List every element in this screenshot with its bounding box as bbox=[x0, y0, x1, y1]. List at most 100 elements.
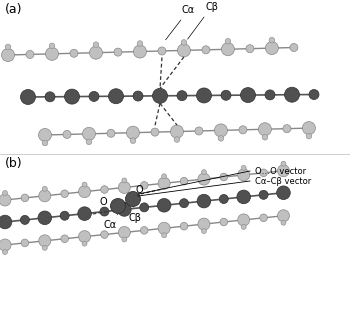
Circle shape bbox=[86, 139, 92, 145]
Text: Cα–Cβ vector: Cα–Cβ vector bbox=[255, 176, 311, 185]
Circle shape bbox=[259, 190, 268, 199]
Circle shape bbox=[46, 47, 58, 60]
Text: O…O vector: O…O vector bbox=[255, 166, 306, 175]
Circle shape bbox=[220, 218, 228, 226]
Circle shape bbox=[2, 250, 7, 255]
Circle shape bbox=[220, 173, 228, 181]
Circle shape bbox=[262, 135, 268, 140]
Circle shape bbox=[157, 198, 171, 212]
Circle shape bbox=[153, 88, 168, 103]
Circle shape bbox=[100, 207, 109, 216]
Text: (b): (b) bbox=[5, 157, 23, 170]
Circle shape bbox=[285, 87, 300, 102]
Circle shape bbox=[151, 128, 159, 136]
Circle shape bbox=[126, 126, 139, 139]
Circle shape bbox=[60, 211, 69, 220]
Circle shape bbox=[137, 41, 143, 46]
Circle shape bbox=[269, 37, 275, 43]
Circle shape bbox=[309, 90, 319, 100]
Text: Cα: Cα bbox=[104, 214, 118, 230]
Circle shape bbox=[93, 42, 99, 47]
Circle shape bbox=[38, 211, 51, 225]
Circle shape bbox=[258, 123, 271, 136]
Circle shape bbox=[197, 194, 211, 208]
Circle shape bbox=[238, 169, 250, 181]
Circle shape bbox=[21, 194, 29, 202]
Circle shape bbox=[21, 90, 35, 104]
Circle shape bbox=[283, 125, 291, 133]
Circle shape bbox=[180, 177, 188, 185]
Circle shape bbox=[281, 161, 286, 166]
Circle shape bbox=[90, 46, 103, 59]
Circle shape bbox=[170, 125, 183, 138]
Circle shape bbox=[241, 166, 246, 171]
Circle shape bbox=[111, 198, 126, 214]
Circle shape bbox=[42, 245, 47, 250]
Circle shape bbox=[26, 51, 34, 58]
Circle shape bbox=[198, 218, 210, 230]
Circle shape bbox=[158, 47, 166, 55]
Circle shape bbox=[241, 224, 246, 229]
Circle shape bbox=[265, 90, 275, 100]
Circle shape bbox=[306, 133, 312, 139]
Circle shape bbox=[64, 89, 79, 104]
Text: (a): (a) bbox=[5, 3, 22, 16]
Text: Cβ: Cβ bbox=[128, 207, 141, 223]
Circle shape bbox=[133, 91, 143, 101]
Circle shape bbox=[278, 165, 289, 177]
Circle shape bbox=[219, 194, 228, 203]
Circle shape bbox=[198, 173, 210, 185]
Circle shape bbox=[201, 170, 206, 175]
Circle shape bbox=[49, 43, 55, 49]
Circle shape bbox=[238, 214, 250, 226]
Circle shape bbox=[133, 45, 146, 58]
Circle shape bbox=[265, 42, 278, 55]
Circle shape bbox=[42, 186, 47, 191]
Circle shape bbox=[281, 220, 286, 225]
Circle shape bbox=[118, 181, 130, 193]
Circle shape bbox=[302, 122, 315, 135]
Circle shape bbox=[1, 48, 14, 61]
Circle shape bbox=[162, 233, 167, 238]
Circle shape bbox=[118, 203, 131, 216]
Circle shape bbox=[158, 222, 170, 234]
Circle shape bbox=[237, 190, 251, 204]
Circle shape bbox=[78, 186, 91, 198]
Circle shape bbox=[140, 227, 148, 234]
Circle shape bbox=[239, 126, 247, 134]
Circle shape bbox=[140, 203, 149, 212]
Circle shape bbox=[215, 124, 228, 137]
Circle shape bbox=[101, 186, 108, 193]
Circle shape bbox=[63, 131, 71, 139]
Circle shape bbox=[290, 43, 298, 51]
Circle shape bbox=[107, 129, 115, 137]
Circle shape bbox=[202, 46, 210, 54]
Circle shape bbox=[78, 231, 91, 243]
Circle shape bbox=[38, 129, 51, 141]
Circle shape bbox=[181, 40, 187, 45]
Circle shape bbox=[78, 207, 91, 220]
Circle shape bbox=[5, 44, 11, 50]
Circle shape bbox=[39, 235, 51, 247]
Circle shape bbox=[158, 177, 170, 189]
Circle shape bbox=[0, 194, 11, 206]
Circle shape bbox=[221, 90, 231, 100]
Circle shape bbox=[122, 178, 127, 183]
Circle shape bbox=[83, 127, 96, 140]
Circle shape bbox=[61, 190, 69, 197]
Circle shape bbox=[246, 45, 254, 53]
Circle shape bbox=[180, 222, 188, 230]
Circle shape bbox=[20, 215, 29, 224]
Circle shape bbox=[174, 137, 180, 142]
Circle shape bbox=[39, 190, 51, 202]
Circle shape bbox=[89, 91, 99, 101]
Circle shape bbox=[21, 239, 29, 247]
Circle shape bbox=[108, 89, 124, 104]
Circle shape bbox=[240, 88, 256, 103]
Circle shape bbox=[162, 174, 167, 179]
Circle shape bbox=[180, 199, 189, 208]
Circle shape bbox=[82, 241, 87, 246]
Circle shape bbox=[126, 192, 140, 206]
Circle shape bbox=[114, 48, 122, 56]
Circle shape bbox=[2, 191, 7, 196]
